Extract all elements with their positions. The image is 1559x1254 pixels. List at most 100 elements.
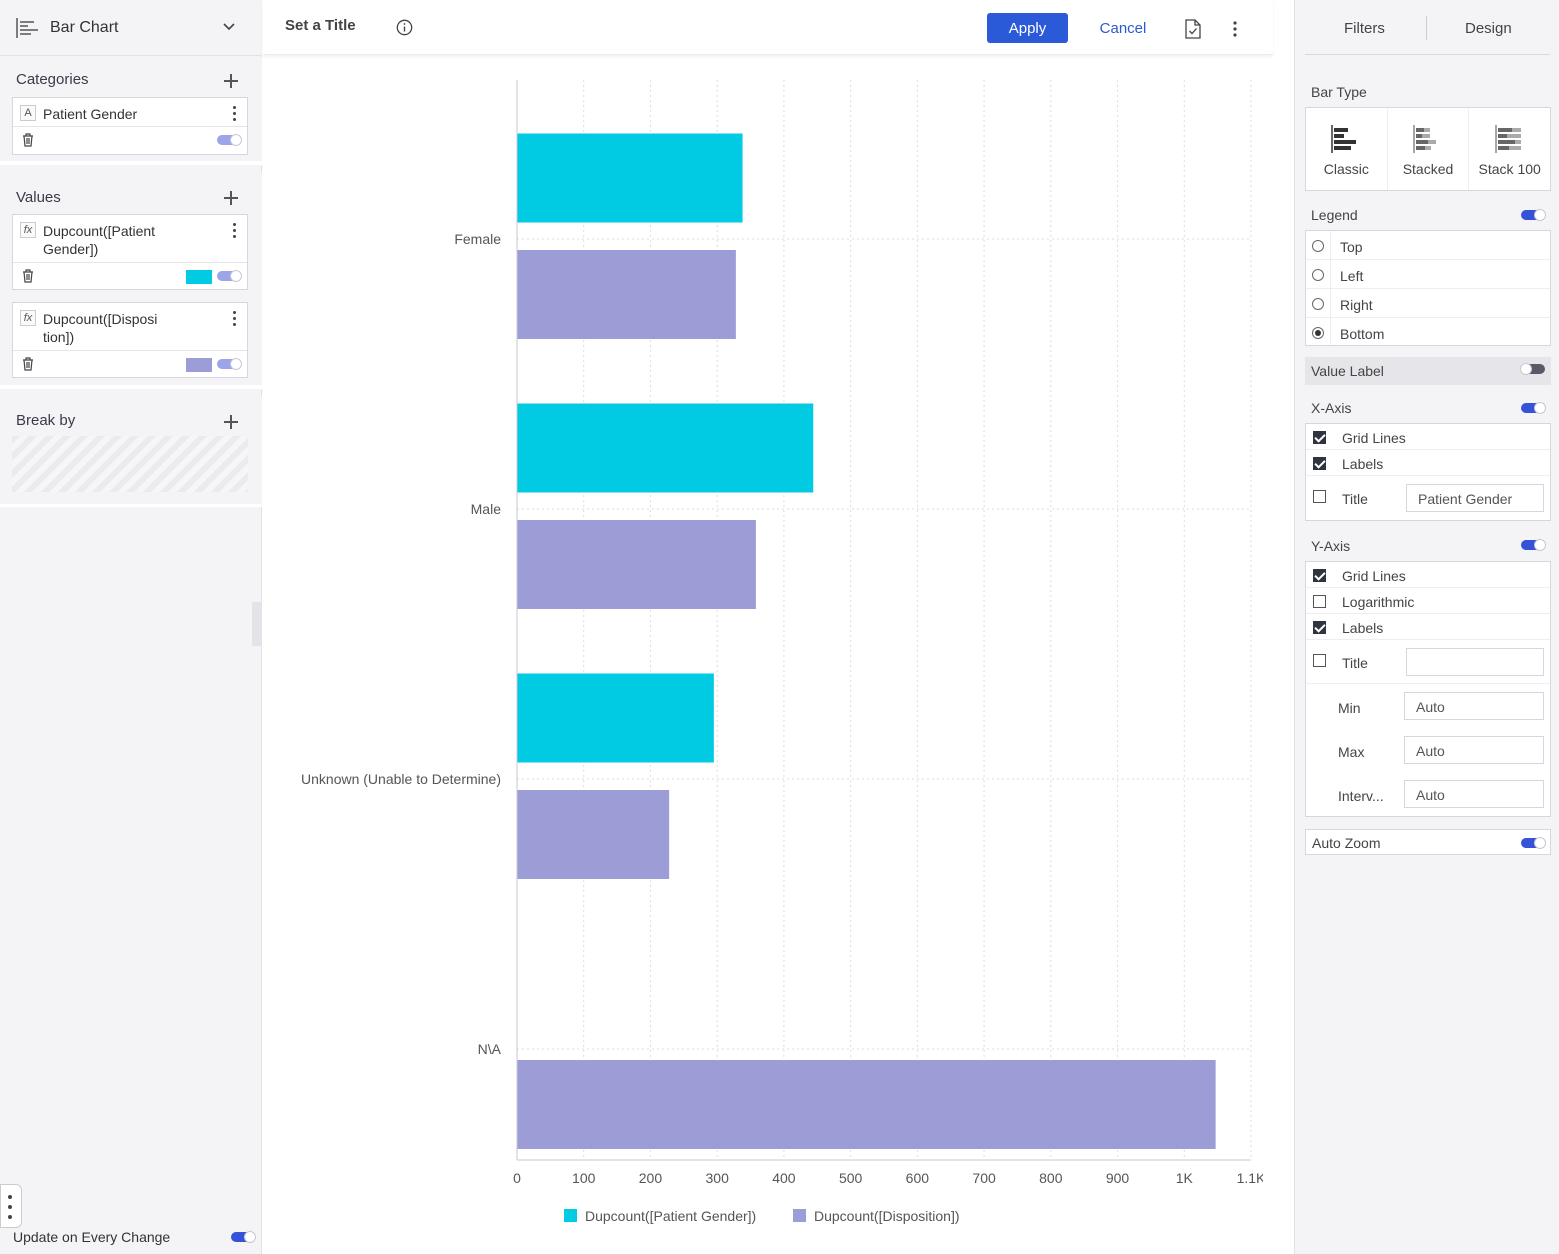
- trash-icon[interactable]: [22, 357, 34, 371]
- apply-button[interactable]: Apply: [987, 13, 1068, 43]
- x-grid-lines-checkbox[interactable]: [1313, 431, 1326, 444]
- add-value-icon[interactable]: [224, 191, 238, 205]
- legend-label: Legend: [1311, 207, 1358, 223]
- auto-zoom-toggle[interactable]: [1521, 837, 1546, 849]
- y-logarithmic-checkbox[interactable]: [1313, 595, 1326, 608]
- y-interval-input[interactable]: Auto: [1404, 780, 1544, 808]
- auto-zoom-label: Auto Zoom: [1312, 835, 1381, 851]
- x-axis-options: Grid Lines Labels Title Patient Gender: [1305, 423, 1551, 521]
- widget-title[interactable]: Set a Title: [285, 17, 356, 34]
- x-grid-lines-row[interactable]: Grid Lines: [1306, 424, 1550, 450]
- chevron-down-icon[interactable]: [222, 20, 236, 34]
- series-color-swatch[interactable]: [186, 270, 212, 284]
- value-toggle[interactable]: [217, 270, 242, 282]
- category-label: N\A: [478, 1041, 502, 1057]
- more-options-icon[interactable]: [233, 223, 237, 239]
- x-labels-checkbox[interactable]: [1313, 457, 1326, 470]
- y-title-row: Title: [1306, 640, 1550, 684]
- y-range-rows: Min Auto Max Auto Interv... Auto: [1306, 684, 1550, 816]
- x-tick-label: 500: [839, 1170, 863, 1186]
- add-category-icon[interactable]: [224, 74, 238, 88]
- side-menu-handle[interactable]: [0, 1184, 22, 1228]
- bar-type-stack-100[interactable]: Stack 100: [1469, 108, 1550, 190]
- bar-chart-icon: [16, 17, 38, 38]
- widget-type-label: Bar Chart: [50, 18, 119, 36]
- x-tick-label: 0: [513, 1170, 521, 1186]
- chart-area: Set a Title Apply Cancel 0 100 200 300 400 50…: [263, 0, 1294, 1254]
- y-title-checkbox[interactable]: [1313, 654, 1326, 667]
- value-card[interactable]: fx Dupcount([Patient Gender]): [12, 214, 248, 290]
- trash-icon[interactable]: [22, 133, 34, 147]
- y-axis-toggle[interactable]: [1521, 539, 1546, 551]
- x-tick-label: 800: [1039, 1170, 1063, 1186]
- y-min-input[interactable]: Auto: [1404, 692, 1544, 720]
- legend-option-right[interactable]: Right: [1306, 289, 1550, 318]
- classic-bar-icon: [1331, 125, 1357, 153]
- y-axis-options: Grid Lines Logarithmic Labels Title Min …: [1305, 561, 1551, 817]
- update-every-change-toggle[interactable]: [231, 1231, 256, 1243]
- collapse-left-handle[interactable]: [252, 602, 262, 646]
- more-options-icon[interactable]: [233, 106, 237, 122]
- x-title-checkbox[interactable]: [1313, 490, 1326, 503]
- trash-icon[interactable]: [22, 269, 34, 283]
- x-title-row: Title Patient Gender: [1306, 476, 1550, 520]
- tab-design[interactable]: Design: [1465, 20, 1512, 37]
- y-max-label: Max: [1338, 744, 1365, 760]
- x-labels-label: Labels: [1342, 456, 1384, 472]
- y-grid-lines-checkbox[interactable]: [1313, 569, 1326, 582]
- category-name: Patient Gender: [43, 106, 138, 122]
- legend-position-options: Top Left Right Bottom: [1305, 230, 1551, 346]
- document-check-icon[interactable]: [1184, 19, 1202, 39]
- y-title-input[interactable]: [1406, 648, 1544, 676]
- bar-type-options: Classic Stacked: [1305, 107, 1551, 191]
- bar-type-classic[interactable]: Classic: [1306, 108, 1388, 190]
- design-panel: Filters Design Bar Type Classic: [1294, 0, 1559, 1254]
- series-color-swatch[interactable]: [186, 358, 212, 372]
- x-tick-label: 1K: [1176, 1170, 1194, 1186]
- value-label-toggle[interactable]: [1520, 363, 1545, 375]
- value-card[interactable]: fx Dupcount([Disposition]): [12, 302, 248, 378]
- category-toggle[interactable]: [217, 134, 242, 146]
- values-title: Values: [16, 189, 61, 206]
- legend-option-label: Bottom: [1340, 326, 1385, 342]
- more-vertical-icon[interactable]: [1232, 20, 1238, 38]
- y-max-input[interactable]: Auto: [1404, 736, 1544, 764]
- auto-zoom-row: Auto Zoom: [1305, 829, 1551, 855]
- x-axis-label: X-Axis: [1311, 400, 1352, 416]
- x-title-input[interactable]: Patient Gender: [1406, 484, 1544, 512]
- y-labels-label: Labels: [1342, 620, 1384, 636]
- category-label: Unknown (Unable to Determine): [301, 771, 501, 787]
- widget-type-selector[interactable]: Bar Chart: [0, 0, 262, 56]
- x-tick-label: 200: [639, 1170, 663, 1186]
- legend-toggle[interactable]: [1521, 209, 1546, 221]
- tab-filters[interactable]: Filters: [1344, 20, 1385, 37]
- y-interval-label: Interv...: [1338, 788, 1384, 804]
- x-axis-toggle[interactable]: [1521, 402, 1546, 414]
- bar-patient-gender: [517, 673, 714, 763]
- x-title-label: Title: [1342, 491, 1368, 507]
- legend-option-left[interactable]: Left: [1306, 260, 1550, 289]
- info-icon[interactable]: [396, 19, 413, 36]
- legend-option-bottom[interactable]: Bottom: [1306, 318, 1550, 347]
- legend-label: Dupcount([Patient Gender]): [585, 1208, 756, 1224]
- y-labels-checkbox[interactable]: [1313, 621, 1326, 634]
- y-labels-row[interactable]: Labels: [1306, 614, 1550, 640]
- x-tick-label: 600: [906, 1170, 930, 1186]
- cancel-button[interactable]: Cancel: [1093, 13, 1153, 43]
- more-options-icon[interactable]: [233, 311, 237, 327]
- category-label: Male: [471, 501, 502, 517]
- bar-disposition: [517, 1060, 1216, 1149]
- break-by-dropzone[interactable]: [12, 436, 248, 492]
- category-card[interactable]: A Patient Gender: [12, 97, 248, 155]
- legend-option-top[interactable]: Top: [1306, 231, 1550, 260]
- x-labels-row[interactable]: Labels: [1306, 450, 1550, 476]
- y-title-label: Title: [1342, 655, 1368, 671]
- y-grid-lines-label: Grid Lines: [1342, 568, 1406, 584]
- add-break-by-icon[interactable]: [224, 415, 238, 429]
- value-toggle[interactable]: [217, 358, 242, 370]
- y-grid-lines-row[interactable]: Grid Lines: [1306, 562, 1550, 588]
- bar-type-stacked[interactable]: Stacked: [1388, 108, 1470, 190]
- bar-patient-gender: [517, 133, 743, 223]
- values-section: Values fx Dupcount([Patient Gender]) fx …: [0, 173, 262, 389]
- y-logarithmic-row[interactable]: Logarithmic: [1306, 588, 1550, 614]
